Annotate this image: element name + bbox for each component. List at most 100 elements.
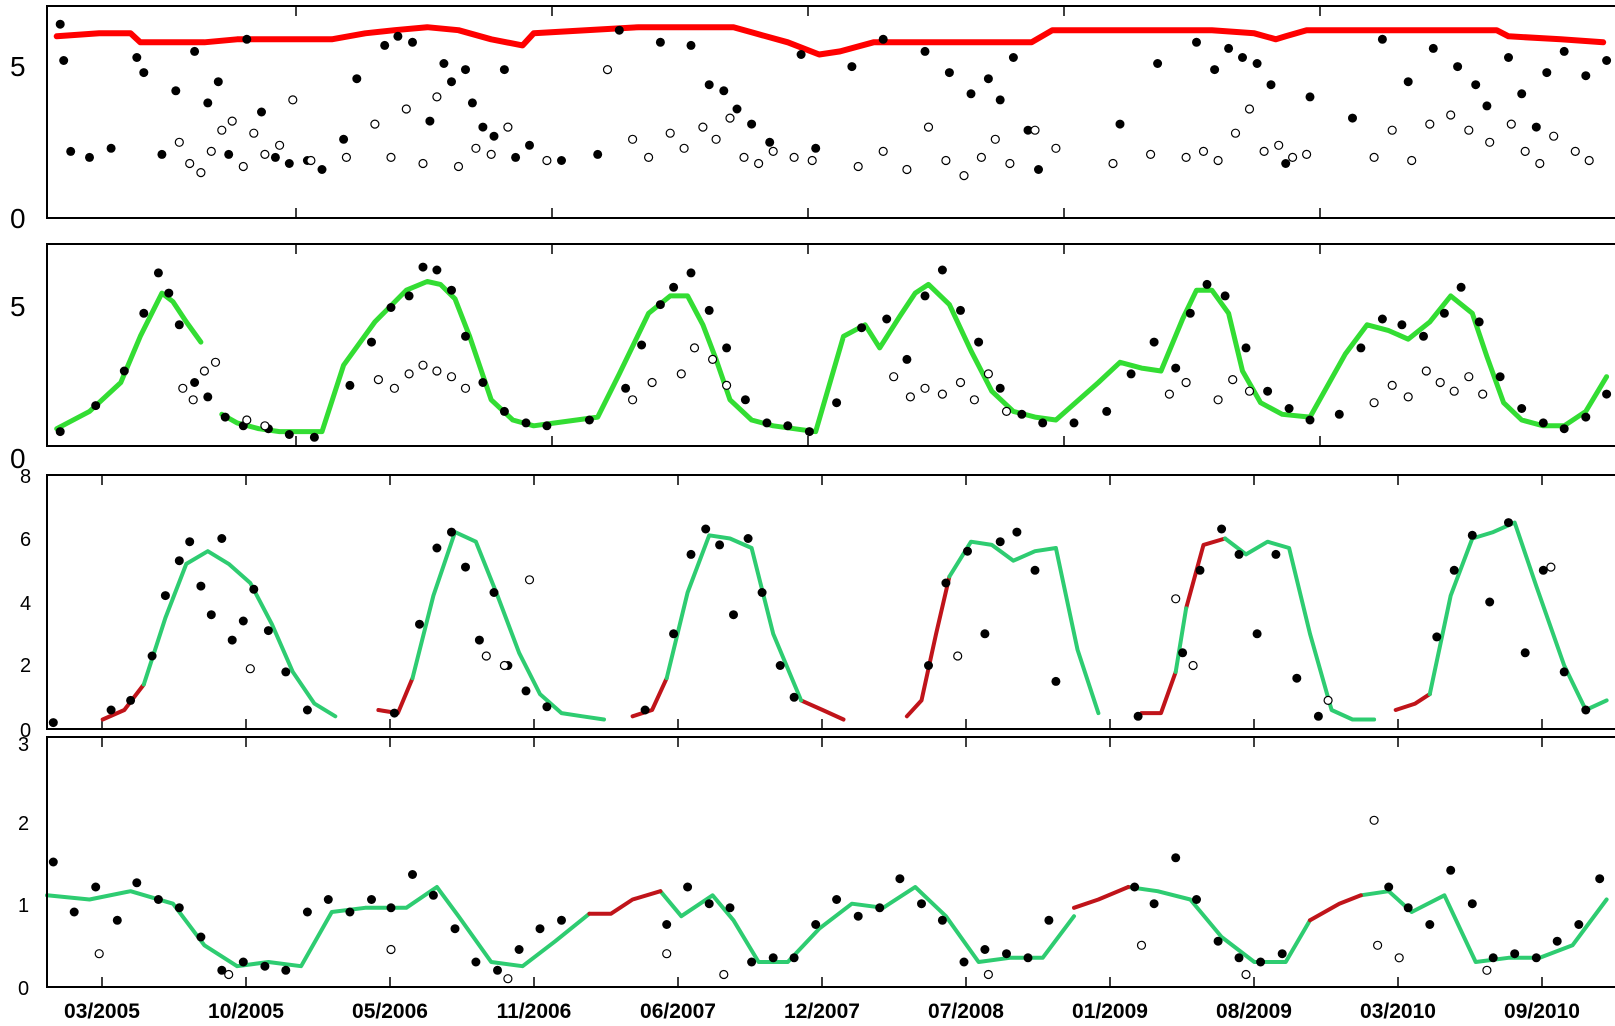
panel-4-ytick-label: 2 <box>18 813 29 835</box>
open-data-point <box>1181 377 1191 388</box>
open-data-point <box>418 360 428 370</box>
data-point <box>557 156 566 165</box>
series-line <box>947 539 1101 716</box>
data-point <box>160 591 170 601</box>
panel-3-ytick-label: 6 <box>20 529 31 551</box>
open-data-point <box>711 134 721 144</box>
series-line <box>1427 520 1609 712</box>
data-point <box>106 143 116 153</box>
data-point <box>1419 331 1428 341</box>
x-tick-label: 05/2006 <box>352 1000 428 1023</box>
data-point <box>1453 62 1463 72</box>
x-tick-label: 11/2006 <box>497 1000 572 1023</box>
open-data-point <box>1369 815 1379 825</box>
data-point <box>1213 936 1223 946</box>
data-point <box>281 667 291 677</box>
data-point <box>1281 159 1291 168</box>
data-point <box>966 89 976 99</box>
data-point <box>959 957 969 967</box>
open-data-point <box>460 383 471 393</box>
open-data-point <box>389 383 399 393</box>
open-data-point <box>481 651 491 661</box>
data-point <box>1439 308 1449 318</box>
gap-fill-line <box>630 676 669 719</box>
data-point <box>542 421 552 431</box>
panel-4-ytick-label: 3 <box>18 734 29 756</box>
data-point <box>701 524 711 534</box>
open-data-point <box>432 92 442 102</box>
open-data-point <box>1244 104 1255 114</box>
data-point <box>323 895 333 904</box>
open-data-point <box>217 125 227 135</box>
gap-fill-line <box>1308 893 1363 923</box>
data-point <box>106 705 116 715</box>
data-point <box>1384 882 1394 892</box>
panel-3-ytick-label: 4 <box>20 593 31 615</box>
open-data-point <box>486 149 496 159</box>
data-point <box>1256 957 1266 967</box>
open-data-point <box>1005 158 1015 169</box>
data-point <box>147 651 157 661</box>
data-point <box>937 265 947 275</box>
data-point <box>704 80 714 90</box>
data-point <box>762 418 772 428</box>
open-data-point <box>676 369 686 379</box>
data-point <box>1017 409 1027 419</box>
gap-fill-line <box>1072 885 1131 910</box>
open-data-point <box>725 113 735 123</box>
panel-3: 0 2 4 6 8 <box>20 466 1615 742</box>
x-tick-label: 07/2008 <box>928 1000 1004 1023</box>
data-point <box>206 610 216 620</box>
data-point <box>1425 920 1435 929</box>
open-data-point <box>627 395 638 405</box>
data-point <box>493 965 502 975</box>
open-data-point <box>1369 398 1379 408</box>
open-data-point <box>768 146 778 156</box>
open-data-point <box>1259 146 1269 156</box>
data-point <box>920 46 930 56</box>
data-point <box>447 285 456 295</box>
data-point <box>66 146 76 156</box>
open-data-point <box>647 377 657 388</box>
data-point <box>1171 853 1181 863</box>
data-point <box>439 59 449 68</box>
data-point <box>1356 343 1366 353</box>
open-data-point <box>224 969 234 980</box>
open-data-point <box>1244 386 1255 396</box>
data-point <box>1030 565 1040 575</box>
data-point <box>715 540 725 550</box>
data-point <box>1202 279 1212 289</box>
data-point <box>91 882 101 892</box>
data-point <box>1574 920 1584 929</box>
data-point <box>686 268 696 278</box>
data-point <box>857 323 867 333</box>
data-point <box>768 953 778 963</box>
panel-1-ytick-label: 5 <box>10 51 26 82</box>
data-point <box>796 50 806 59</box>
open-data-point <box>1485 137 1495 147</box>
data-point <box>944 68 954 78</box>
series-line <box>1173 606 1189 674</box>
open-data-point <box>937 389 948 399</box>
data-point <box>317 165 327 174</box>
open-data-point <box>275 140 285 150</box>
data-point <box>1171 363 1181 373</box>
data-point <box>91 401 101 411</box>
data-point <box>263 626 273 636</box>
data-point <box>112 915 122 925</box>
data-point <box>1008 53 1018 62</box>
series-line <box>45 885 592 969</box>
data-point <box>995 383 1005 393</box>
x-tick-label: 12/2007 <box>784 1000 860 1023</box>
data-point <box>428 890 438 900</box>
open-data-point <box>386 944 396 955</box>
data-point <box>1305 92 1315 102</box>
data-point <box>924 661 933 670</box>
data-point <box>1038 418 1048 428</box>
data-point <box>499 65 509 75</box>
open-data-point <box>643 152 654 162</box>
data-point <box>461 562 470 572</box>
open-data-point <box>401 104 411 114</box>
data-point <box>471 957 481 967</box>
